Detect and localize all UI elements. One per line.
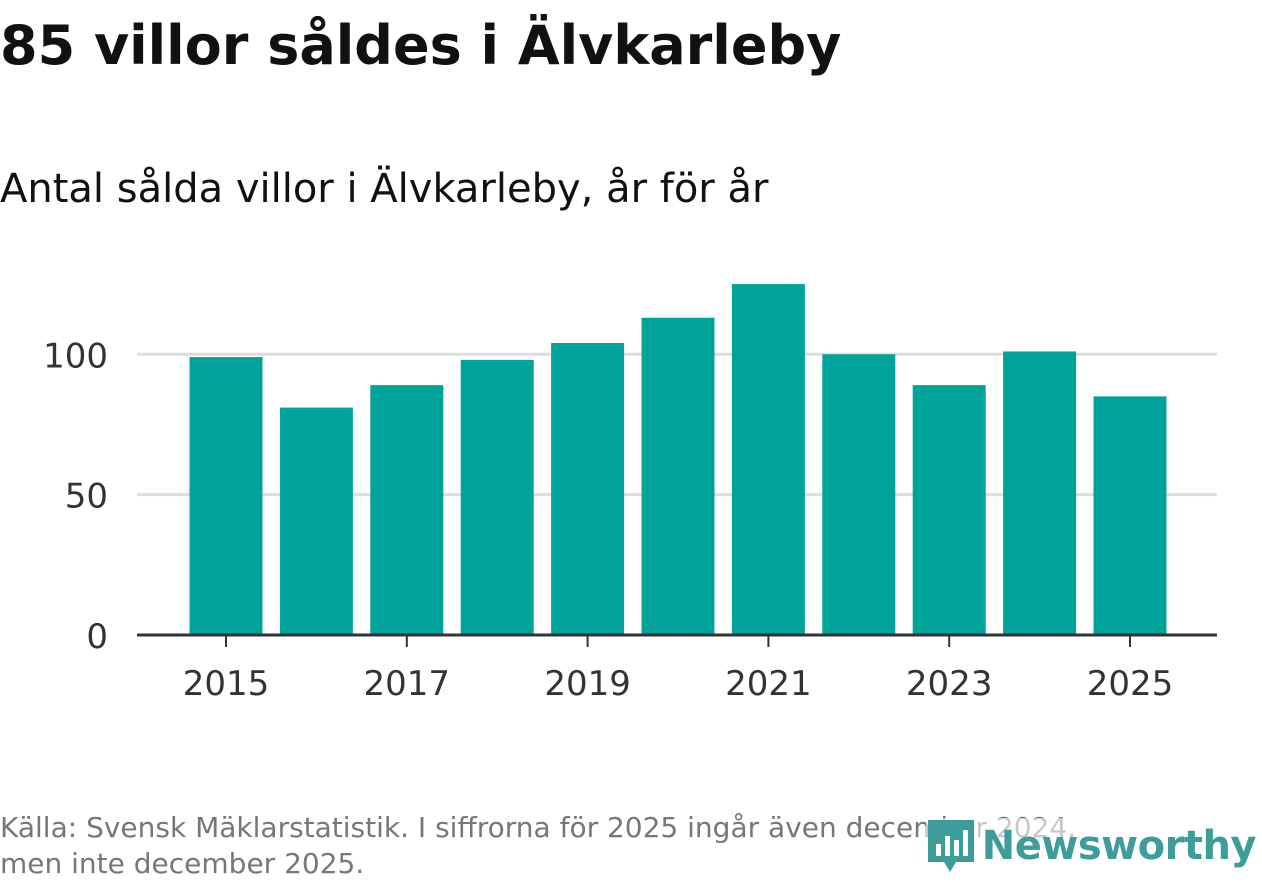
x-tick-label: 2023 (906, 664, 993, 704)
bar-2015 (189, 357, 263, 635)
bar-2021 (731, 284, 805, 635)
brand-logo: Newsworthy (925, 818, 1257, 874)
y-tick-label: 0 (86, 617, 108, 657)
brand-name: Newsworthy (981, 823, 1257, 869)
bars (189, 284, 1167, 635)
source-line-1: Källa: Svensk Mäklarstatistik. I siffror… (0, 811, 1077, 844)
chart-subtitle: Antal sålda villor i Älvkarleby, år för … (0, 166, 769, 212)
chart-title: 85 villor såldes i Älvkarleby (0, 14, 842, 77)
newsworthy-logo-icon (927, 820, 974, 872)
bar-2022 (822, 354, 896, 635)
bar-2025 (1093, 396, 1167, 635)
x-tick-label: 2021 (725, 664, 812, 704)
x-tick-label: 2015 (183, 664, 270, 704)
bar-2016 (279, 407, 353, 635)
x-tick-label: 2025 (1087, 664, 1174, 704)
y-tick-label: 50 (65, 477, 108, 517)
bar-2019 (551, 343, 625, 635)
x-tick-label: 2017 (364, 664, 451, 704)
y-tick-label: 100 (43, 336, 108, 376)
source-line-2: men inte december 2025. (0, 847, 365, 880)
x-tick-label: 2019 (544, 664, 631, 704)
bar-2018 (460, 359, 534, 635)
bar-2020 (641, 317, 715, 635)
bar-2017 (370, 385, 444, 635)
axes: 0 50 100 2015 2017 2019 2021 2023 2025 (43, 336, 1217, 704)
bar-2024 (1003, 351, 1077, 635)
source-note: Källa: Svensk Mäklarstatistik. I siffror… (0, 810, 1200, 882)
bar-2023 (912, 385, 986, 635)
